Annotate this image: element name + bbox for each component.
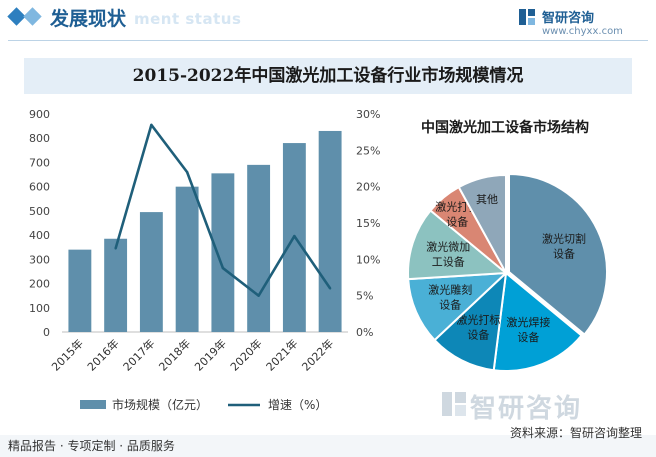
pie-slice-激光微加工设备	[407, 209, 509, 281]
footer-bar	[0, 435, 656, 457]
footer-slogan: 精品报告 · 专项定制 · 品质服务	[8, 439, 175, 453]
pie-label-激光打标设备: 激光打标	[456, 313, 500, 327]
pie-label-激光打孔设备: 设备	[446, 215, 468, 229]
x-tick-label: 2020年	[227, 336, 264, 373]
watermark-brand: 智研咨询	[470, 394, 583, 424]
y-tick-label: 600	[29, 181, 50, 194]
brand-logo-icon	[519, 9, 535, 25]
pie-slice-激光焊接设备	[492, 271, 583, 372]
y2-tick-label: 10%	[356, 253, 380, 266]
legend-bar-swatch	[80, 400, 106, 409]
growth-point-2022年	[328, 287, 332, 290]
pie-label-激光雕刻设备: 激光雕刻	[428, 283, 472, 297]
x-tick-label: 2022年	[299, 336, 336, 373]
bar-2020年	[247, 164, 271, 332]
pie-label-其他: 其他	[476, 193, 498, 206]
pie-label-激光雕刻设备: 设备	[439, 298, 461, 312]
y-tick-label: 700	[29, 156, 50, 169]
y2-tick-label: 20%	[356, 181, 380, 194]
pie-title: 中国激光加工设备市场结构	[421, 119, 589, 136]
pie-slice-激光雕刻设备	[407, 271, 509, 342]
legend-bar-label: 市场规模（亿元）	[112, 397, 208, 412]
pie-slice-激光打标设备	[433, 270, 508, 372]
pie-label-激光切割设备: 激光切割	[542, 232, 586, 246]
y-tick-label: 400	[29, 229, 50, 242]
y-tick-label: 200	[29, 278, 50, 291]
growth-point-2018年	[185, 170, 189, 174]
bar-2016年	[104, 238, 128, 332]
pie-label-激光焊接设备: 设备	[517, 330, 539, 344]
x-tick-label: 2015年	[49, 336, 86, 373]
pie-slice-激光切割设备	[508, 172, 608, 336]
y-tick-label: 0	[43, 326, 50, 339]
pie-slice-其他	[457, 173, 507, 274]
bar-2018年	[175, 186, 199, 332]
y-tick-label: 300	[29, 253, 50, 266]
legend-line-label: 增速（%）	[268, 398, 327, 412]
y-tick-label: 500	[29, 205, 50, 218]
growth-point-2017年	[150, 123, 153, 127]
bar-2015年	[68, 249, 92, 332]
header-subtitle: ment status	[134, 10, 242, 28]
x-tick-label: 2018年	[156, 336, 193, 373]
header-title: 发展现状	[50, 8, 127, 30]
bar-2017年	[139, 212, 163, 332]
growth-point-2016年	[114, 247, 117, 250]
x-tick-label: 2021年	[263, 336, 300, 373]
x-tick-label: 2019年	[192, 336, 229, 373]
pie-label-激光微加工设备: 激光微加	[426, 240, 470, 254]
y-tick-label: 900	[29, 108, 50, 121]
y2-tick-label: 25%	[356, 144, 380, 157]
x-tick-label: 2017年	[120, 336, 157, 373]
pie-label-激光切割设备: 设备	[553, 247, 575, 261]
pie-label-激光焊接设备: 激光焊接	[506, 315, 550, 329]
chart-title: 2015-2022年中国激光加工设备行业市场规模情况	[132, 66, 524, 86]
growth-point-2019年	[221, 266, 225, 270]
data-source: 资料来源：智研咨询整理	[509, 426, 642, 440]
bar-2019年	[211, 173, 235, 332]
y-tick-label: 800	[29, 132, 50, 145]
brand-block: 智研咨询 www.chyxx.com	[518, 6, 638, 40]
brand-url: www.chyxx.com	[542, 26, 623, 37]
y-tick-label: 100	[29, 302, 50, 315]
y2-tick-label: 5%	[356, 290, 373, 303]
watermark-logo-icon	[442, 392, 466, 416]
pie-label-激光打标设备: 设备	[467, 328, 489, 342]
y2-tick-label: 15%	[356, 217, 380, 230]
x-tick-label: 2016年	[84, 336, 121, 373]
y2-tick-label: 30%	[356, 108, 380, 121]
pie-label-激光微加工设备: 工设备	[432, 255, 465, 269]
y2-tick-label: 0%	[356, 326, 373, 339]
chart-title-banner: 2015-2022年中国激光加工设备行业市场规模情况	[24, 58, 632, 94]
brand-name: 智研咨询	[542, 11, 595, 26]
header-divider	[8, 40, 648, 41]
bar-2022年	[318, 130, 342, 332]
growth-point-2021年	[293, 234, 296, 238]
growth-point-2020年	[257, 294, 260, 297]
